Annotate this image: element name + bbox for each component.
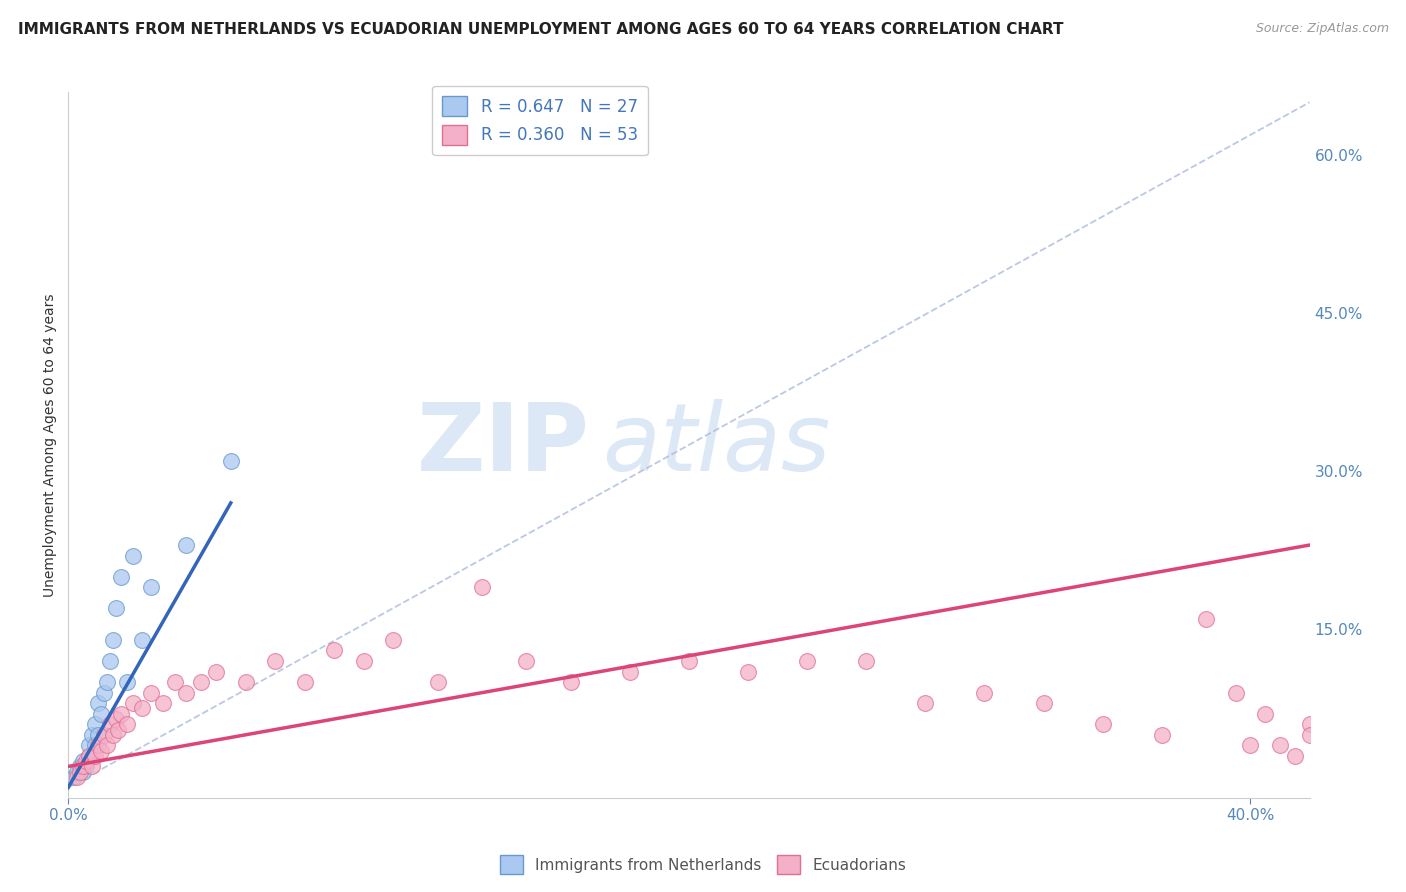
Text: Source: ZipAtlas.com: Source: ZipAtlas.com bbox=[1256, 22, 1389, 36]
Point bbox=[1254, 706, 1277, 721]
Point bbox=[294, 675, 316, 690]
Point bbox=[80, 728, 103, 742]
Point bbox=[98, 717, 121, 731]
Text: ZIP: ZIP bbox=[416, 399, 589, 491]
Point bbox=[72, 754, 94, 768]
Text: IMMIGRANTS FROM NETHERLANDS VS ECUADORIAN UNEMPLOYMENT AMONG AGES 60 TO 64 YEARS: IMMIGRANTS FROM NETHERLANDS VS ECUADORIA… bbox=[18, 22, 1064, 37]
Point bbox=[77, 748, 100, 763]
Point bbox=[235, 675, 257, 690]
Point bbox=[96, 675, 118, 690]
Point bbox=[1195, 612, 1218, 626]
Point bbox=[110, 570, 132, 584]
Point bbox=[515, 654, 537, 668]
Point bbox=[855, 654, 877, 668]
Point bbox=[93, 728, 115, 742]
Point bbox=[66, 764, 89, 779]
Point bbox=[93, 686, 115, 700]
Point bbox=[471, 580, 494, 594]
Point bbox=[101, 728, 124, 742]
Point bbox=[914, 696, 936, 710]
Point bbox=[80, 759, 103, 773]
Point bbox=[1298, 717, 1320, 731]
Point bbox=[69, 764, 91, 779]
Y-axis label: Unemployment Among Ages 60 to 64 years: Unemployment Among Ages 60 to 64 years bbox=[44, 293, 58, 597]
Point bbox=[75, 759, 97, 773]
Point bbox=[619, 665, 641, 679]
Point bbox=[163, 675, 186, 690]
Text: atlas: atlas bbox=[602, 400, 830, 491]
Point bbox=[973, 686, 995, 700]
Point bbox=[1225, 686, 1247, 700]
Point bbox=[104, 601, 127, 615]
Point bbox=[131, 701, 153, 715]
Point bbox=[96, 739, 118, 753]
Point bbox=[1032, 696, 1054, 710]
Point bbox=[87, 739, 110, 753]
Point bbox=[90, 706, 112, 721]
Point bbox=[72, 764, 94, 779]
Point bbox=[678, 654, 700, 668]
Point bbox=[737, 665, 759, 679]
Point bbox=[101, 632, 124, 647]
Point bbox=[69, 759, 91, 773]
Point bbox=[87, 696, 110, 710]
Point bbox=[83, 748, 105, 763]
Legend: R = 0.647   N = 27, R = 0.360   N = 53: R = 0.647 N = 27, R = 0.360 N = 53 bbox=[432, 86, 648, 155]
Point bbox=[152, 696, 174, 710]
Point bbox=[219, 454, 242, 468]
Point bbox=[77, 748, 100, 763]
Point bbox=[87, 728, 110, 742]
Point bbox=[122, 549, 145, 563]
Point bbox=[176, 686, 198, 700]
Point bbox=[98, 654, 121, 668]
Point bbox=[323, 643, 346, 657]
Point bbox=[139, 686, 162, 700]
Point bbox=[122, 696, 145, 710]
Point bbox=[1150, 728, 1173, 742]
Point bbox=[83, 717, 105, 731]
Point bbox=[117, 675, 139, 690]
Point bbox=[264, 654, 287, 668]
Point bbox=[205, 665, 228, 679]
Point bbox=[190, 675, 212, 690]
Point bbox=[1298, 728, 1320, 742]
Point bbox=[131, 632, 153, 647]
Point bbox=[1284, 748, 1306, 763]
Point bbox=[176, 538, 198, 552]
Point bbox=[382, 632, 405, 647]
Point bbox=[80, 748, 103, 763]
Point bbox=[117, 717, 139, 731]
Point bbox=[66, 770, 89, 784]
Point bbox=[1091, 717, 1114, 731]
Point bbox=[110, 706, 132, 721]
Point bbox=[353, 654, 375, 668]
Point bbox=[104, 712, 127, 726]
Point bbox=[560, 675, 582, 690]
Point bbox=[72, 759, 94, 773]
Point bbox=[83, 739, 105, 753]
Point bbox=[77, 739, 100, 753]
Point bbox=[139, 580, 162, 594]
Point bbox=[63, 770, 86, 784]
Point bbox=[426, 675, 449, 690]
Point bbox=[796, 654, 818, 668]
Point bbox=[1239, 739, 1261, 753]
Point bbox=[90, 744, 112, 758]
Point bbox=[75, 754, 97, 768]
Legend: Immigrants from Netherlands, Ecuadorians: Immigrants from Netherlands, Ecuadorians bbox=[494, 849, 912, 880]
Point bbox=[107, 723, 129, 737]
Point bbox=[1268, 739, 1291, 753]
